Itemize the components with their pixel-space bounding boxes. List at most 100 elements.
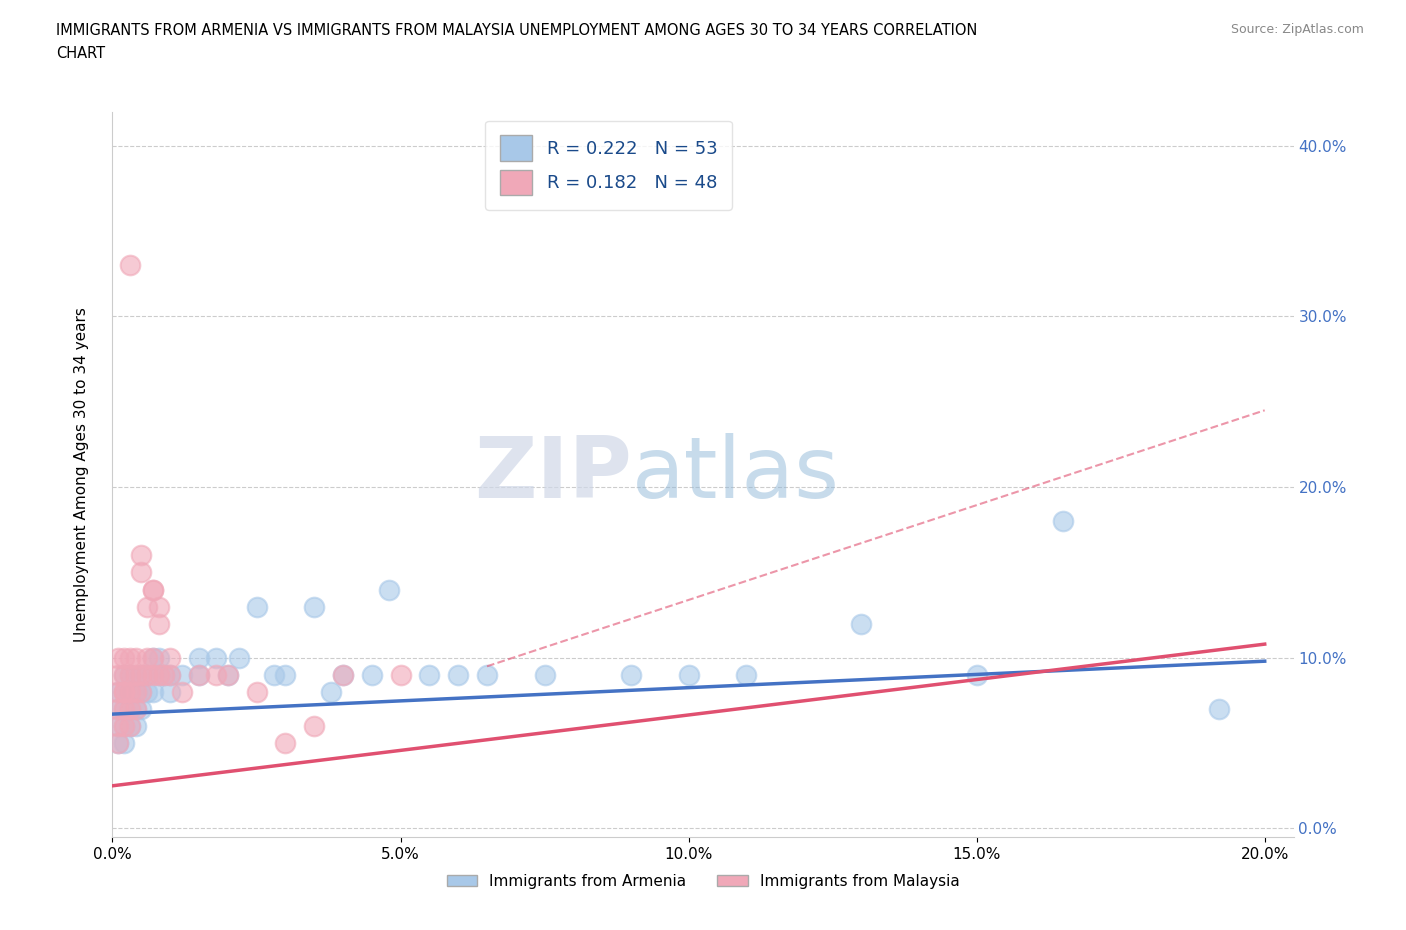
Text: Source: ZipAtlas.com: Source: ZipAtlas.com <box>1230 23 1364 36</box>
Point <box>170 668 193 683</box>
Point <box>1052 513 1074 528</box>
Point <box>112 668 135 683</box>
Point <box>475 668 498 683</box>
Point <box>148 668 170 683</box>
Point <box>107 719 129 734</box>
Point <box>228 650 250 665</box>
Point <box>112 719 135 734</box>
Point <box>321 684 343 699</box>
Point <box>159 650 181 665</box>
Point <box>159 684 181 699</box>
Point <box>124 719 146 734</box>
Point <box>187 668 209 683</box>
Point <box>447 668 470 683</box>
Point <box>118 719 141 734</box>
Point <box>389 668 412 683</box>
Point <box>118 668 141 683</box>
Point <box>118 668 141 683</box>
Point <box>153 668 176 683</box>
Point <box>112 701 135 716</box>
Point <box>142 582 165 597</box>
Point <box>159 668 181 683</box>
Point <box>170 684 193 699</box>
Point <box>107 719 129 734</box>
Point <box>187 668 209 683</box>
Point <box>136 599 159 614</box>
Point <box>107 701 129 716</box>
Point <box>107 650 129 665</box>
Point <box>159 668 181 683</box>
Point <box>118 684 141 699</box>
Point <box>418 668 440 683</box>
Point <box>124 701 146 716</box>
Point <box>129 701 152 716</box>
Point <box>205 668 228 683</box>
Point <box>136 668 159 683</box>
Point <box>129 548 152 563</box>
Point <box>378 582 401 597</box>
Point <box>187 650 209 665</box>
Text: CHART: CHART <box>56 46 105 61</box>
Point <box>118 650 141 665</box>
Point <box>678 668 700 683</box>
Point <box>118 258 141 272</box>
Point <box>245 599 267 614</box>
Point <box>142 684 165 699</box>
Point <box>136 668 159 683</box>
Point <box>142 668 165 683</box>
Point <box>332 668 354 683</box>
Point <box>360 668 382 683</box>
Point <box>107 736 129 751</box>
Point <box>112 701 135 716</box>
Point <box>112 684 135 699</box>
Point <box>118 719 141 734</box>
Point <box>129 668 152 683</box>
Point <box>112 719 135 734</box>
Point <box>142 582 165 597</box>
Point <box>302 719 325 734</box>
Point <box>124 701 146 716</box>
Text: IMMIGRANTS FROM ARMENIA VS IMMIGRANTS FROM MALAYSIA UNEMPLOYMENT AMONG AGES 30 T: IMMIGRANTS FROM ARMENIA VS IMMIGRANTS FR… <box>56 23 977 38</box>
Point <box>274 668 297 683</box>
Point <box>107 684 129 699</box>
Point <box>148 650 170 665</box>
Point <box>620 668 643 683</box>
Point <box>107 684 129 699</box>
Point <box>118 701 141 716</box>
Point <box>274 736 297 751</box>
Point <box>107 701 129 716</box>
Point <box>129 684 152 699</box>
Point <box>205 650 228 665</box>
Point <box>112 650 135 665</box>
Point <box>124 684 146 699</box>
Point <box>129 668 152 683</box>
Point <box>217 668 239 683</box>
Point <box>112 736 135 751</box>
Point <box>735 668 758 683</box>
Point <box>851 617 873 631</box>
Point <box>112 668 135 683</box>
Point <box>148 599 170 614</box>
Point <box>124 668 146 683</box>
Point <box>533 668 555 683</box>
Point <box>118 684 141 699</box>
Point <box>263 668 285 683</box>
Point <box>217 668 239 683</box>
Point <box>124 684 146 699</box>
Point <box>118 701 141 716</box>
Y-axis label: Unemployment Among Ages 30 to 34 years: Unemployment Among Ages 30 to 34 years <box>75 307 89 642</box>
Point <box>124 650 146 665</box>
Point <box>136 684 159 699</box>
Point <box>107 668 129 683</box>
Point <box>966 668 988 683</box>
Point <box>1208 701 1230 716</box>
Point <box>245 684 267 699</box>
Point <box>148 617 170 631</box>
Point <box>129 565 152 580</box>
Legend: Immigrants from Armenia, Immigrants from Malaysia: Immigrants from Armenia, Immigrants from… <box>440 868 966 895</box>
Point <box>142 650 165 665</box>
Point <box>112 684 135 699</box>
Point <box>112 684 135 699</box>
Text: atlas: atlas <box>633 432 841 516</box>
Point <box>332 668 354 683</box>
